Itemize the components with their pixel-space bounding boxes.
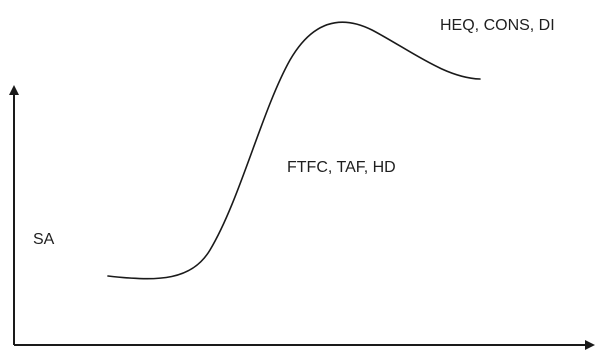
growth-curve	[107, 21, 481, 280]
label-start: SA	[33, 231, 55, 248]
label-rise: FTFC, TAF, HD	[287, 159, 396, 176]
label-peak: HEQ, CONS, DI	[440, 17, 555, 34]
